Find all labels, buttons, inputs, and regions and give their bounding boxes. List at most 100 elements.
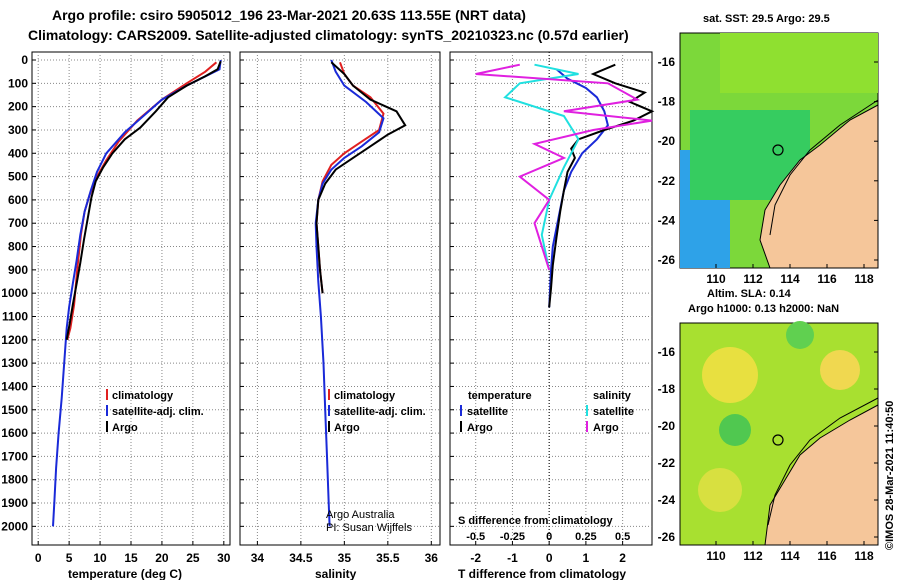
series-line-t-satellite	[548, 68, 609, 308]
y-tick-label: 400	[8, 146, 28, 160]
y-tick-label: 100	[8, 76, 28, 90]
sla-map-title1: Altim. SLA: 0.14	[707, 288, 792, 300]
map-y-label: -26	[658, 253, 676, 267]
sla-land	[764, 404, 879, 546]
y-tick-label: 1900	[1, 496, 28, 510]
x-tick-label: 1	[583, 551, 590, 565]
map-y-label: -24	[658, 213, 676, 227]
map-y-label: -18	[658, 382, 676, 396]
legend-sat-label: satellite-adj. clim.	[112, 406, 204, 418]
x-tick-label: 34	[251, 551, 265, 565]
legend-temperature-title: temperature	[468, 390, 532, 402]
map-x-label: 110	[706, 272, 726, 286]
y-tick-label: 1600	[1, 426, 28, 440]
y-tick-label: 900	[8, 263, 28, 277]
sst-map	[679, 32, 879, 269]
y-tick-label: 300	[8, 123, 28, 137]
map-x-label: 110	[706, 549, 726, 563]
temp-xlabel: temperature (deg C)	[68, 567, 182, 580]
map-x-label: 112	[743, 272, 763, 286]
diff-xlabel2: S difference from climatology	[458, 515, 614, 527]
x-tick2-label: -0.25	[500, 531, 525, 543]
x-tick-label: 36	[425, 551, 439, 565]
map-x-label: 114	[780, 549, 800, 563]
x-tick-label: 5	[66, 551, 73, 565]
sla-map-title2: Argo h1000: 0.13 h2000: NaN	[688, 303, 839, 315]
map-x-label: 118	[854, 272, 874, 286]
y-tick-label: 600	[8, 193, 28, 207]
x-tick-label: 35.5	[376, 551, 400, 565]
legend-sat-label: satellite-adj. clim.	[334, 406, 426, 418]
x-tick-label: 34.5	[289, 551, 313, 565]
series-line-t-argo	[548, 63, 655, 308]
y-tick-label: 0	[21, 53, 28, 67]
map-y-label: -26	[658, 530, 676, 544]
diff-xlabel: T difference from climatology	[458, 567, 626, 580]
map-y-label: -20	[658, 419, 676, 433]
x-tick-label: 0	[546, 551, 553, 565]
legend-clim-label: climatology	[112, 390, 174, 402]
sla-yellow-blob	[702, 347, 758, 403]
legend-argo-label: Argo	[112, 422, 138, 434]
map-y-label: -22	[658, 456, 676, 470]
sst-map-axes: 110 112 114 116 118 -16 -18 -20 -22 -24 -26	[658, 55, 878, 286]
x-tick2-label: 0	[546, 531, 552, 543]
imos-timestamp: ©IMOS 28-Mar-2021 11:40:50	[884, 401, 896, 550]
legend-tsat-label: satellite	[467, 406, 508, 418]
map-x-label: 114	[780, 272, 800, 286]
difference-panel: -2 -1 0 1 2 -0.5 -0.25 0 0.25 0.5	[449, 51, 655, 565]
legend-clim-label: climatology	[334, 390, 396, 402]
x-tick-label: 35	[338, 551, 352, 565]
series-line-satellite-adj-clim-	[314, 59, 385, 527]
plot-frame	[239, 51, 441, 546]
x-tick2-label: 0.25	[575, 531, 596, 543]
salinity-panel: 34 34.5 35 35.5 36	[239, 51, 441, 565]
y-tick-label: 1400	[1, 379, 28, 393]
map-x-label: 118	[854, 549, 874, 563]
sla-map	[679, 321, 879, 546]
series-line-argo	[65, 60, 222, 340]
y-tick-label: 2000	[1, 519, 28, 533]
y-tick-label: 1200	[1, 333, 28, 347]
sla-green-blob	[786, 321, 814, 349]
series-line-argo	[315, 61, 407, 294]
y-tick-label: 1100	[2, 309, 28, 323]
series-line-s-argo	[475, 63, 653, 271]
x-tick-label: -1	[507, 551, 518, 565]
map-y-label: -20	[658, 134, 676, 148]
map-x-label: 112	[743, 549, 763, 563]
legend-salinity-title: salinity	[593, 390, 632, 402]
x-tick2-label: 0.5	[615, 531, 630, 543]
pressure-axis-labels: 0 100 200 300 400 500 600 700 800 900 1000 1100 1200…	[1, 53, 28, 533]
credit-line1: Argo Australia	[326, 509, 395, 521]
x-tick2-label: -0.5	[466, 531, 485, 543]
header-line2: Climatology: CARS2009. Satellite-adjuste…	[28, 27, 629, 43]
map-x-label: 116	[817, 549, 837, 563]
x-tick-label: -2	[470, 551, 481, 565]
y-tick-label: 700	[8, 216, 28, 230]
sst-coast	[769, 99, 879, 236]
sal-legend: climatology satellite-adj. clim. Argo	[328, 389, 426, 434]
sla-coast	[767, 397, 879, 526]
y-tick-label: 1000	[1, 286, 28, 300]
x-tick-label: 20	[155, 551, 169, 565]
header-line1: Argo profile: csiro 5905012_196 23-Mar-2…	[52, 7, 526, 23]
legend-argo-label: Argo	[334, 422, 360, 434]
map-x-label: 116	[817, 272, 837, 286]
map-y-label: -18	[658, 95, 676, 109]
sst-warm-area	[720, 33, 878, 93]
y-tick-label: 1800	[1, 473, 28, 487]
x-tick-label: 25	[186, 551, 200, 565]
y-tick-label: 1300	[1, 356, 28, 370]
legend-targo-label: Argo	[467, 422, 493, 434]
x-tick-label: 0	[35, 551, 42, 565]
diff-legend: temperature salinity satellite Argo sate…	[460, 390, 634, 434]
sla-map-axes: 110 112 114 116 118 -16 -18 -20 -22 -24 -26	[658, 345, 878, 563]
map-y-label: -16	[658, 55, 676, 69]
legend-sargo-label: Argo	[593, 422, 619, 434]
x-tick-label: 15	[124, 551, 138, 565]
temp-legend: climatology satellite-adj. clim. Argo	[106, 389, 204, 434]
y-tick-label: 200	[8, 100, 28, 114]
y-tick-label: 1500	[1, 403, 28, 417]
